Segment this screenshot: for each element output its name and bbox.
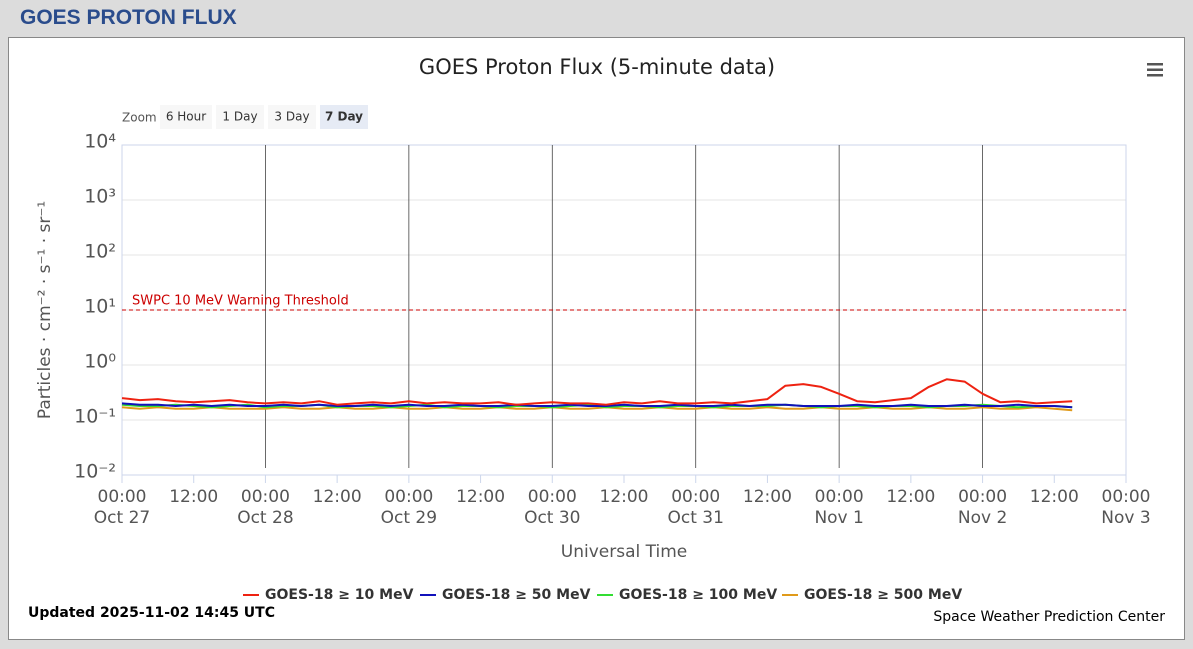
y-axis-label: Particles · cm⁻² · s⁻¹ · sr⁻¹ xyxy=(35,201,55,419)
menu-bar xyxy=(1147,68,1163,71)
series-line xyxy=(121,406,1073,412)
x-tick-label: 00:00 xyxy=(671,487,720,507)
zoom-button-label: 7 Day xyxy=(325,110,363,124)
legend-label: GOES-18 ≥ 100 MeV xyxy=(619,587,777,603)
header: GOES PROTON FLUX xyxy=(0,0,1193,36)
zoom-button-bg xyxy=(320,105,368,129)
x-tick-label: 12:00 xyxy=(600,487,649,507)
x-tick-label: 00:00 xyxy=(1102,487,1151,507)
credits: Space Weather Prediction Center xyxy=(933,609,1165,625)
legend-item[interactable]: GOES-18 ≥ 500 MeV xyxy=(782,587,962,603)
x-tick-date: Oct 29 xyxy=(381,508,437,528)
zoom-button-label: 3 Day xyxy=(274,110,309,124)
x-tick-date: Nov 1 xyxy=(814,508,863,528)
x-axis-label: Universal Time xyxy=(561,542,687,562)
y-tick-label: 10³ xyxy=(84,186,116,208)
page-title: GOES PROTON FLUX xyxy=(20,6,237,29)
x-tick-label: 12:00 xyxy=(1030,487,1079,507)
x-tick-date: Oct 28 xyxy=(237,508,293,528)
y-tick-label: 10¹ xyxy=(84,296,116,318)
threshold-label: SWPC 10 MeV Warning Threshold xyxy=(132,294,349,309)
chart-panel xyxy=(8,37,1185,640)
x-tick-label: 00:00 xyxy=(815,487,864,507)
zoom-button-label: 6 Hour xyxy=(166,110,206,124)
x-tick-date: Nov 2 xyxy=(958,508,1007,528)
legend-label: GOES-18 ≥ 500 MeV xyxy=(804,587,962,603)
zoom-button-bg xyxy=(160,105,212,129)
y-tick-label: 10⁴ xyxy=(84,131,116,153)
zoom-button[interactable]: 3 Day xyxy=(268,105,316,129)
legend-label: GOES-18 ≥ 10 MeV xyxy=(265,587,414,603)
legend-item[interactable]: GOES-18 ≥ 10 MeV xyxy=(243,587,414,603)
x-tick-label: 12:00 xyxy=(456,487,505,507)
zoom-button[interactable]: 6 Hour xyxy=(160,105,212,129)
x-tick-label: 00:00 xyxy=(241,487,290,507)
menu-button[interactable] xyxy=(1147,63,1163,77)
x-tick-label: 12:00 xyxy=(313,487,362,507)
x-tick-date: Oct 27 xyxy=(94,508,150,528)
zoom-button[interactable]: 1 Day xyxy=(216,105,264,129)
series-line xyxy=(121,402,1073,409)
x-tick-label: 00:00 xyxy=(958,487,1007,507)
legend-item[interactable]: GOES-18 ≥ 100 MeV xyxy=(597,587,777,603)
zoom-button-label: 1 Day xyxy=(222,110,257,124)
x-tick-label: 12:00 xyxy=(169,487,218,507)
x-tick-label: 12:00 xyxy=(743,487,792,507)
y-tick-label: 10⁻¹ xyxy=(74,406,116,428)
series-line xyxy=(121,378,1073,406)
x-tick-label: 00:00 xyxy=(384,487,433,507)
zoom-button[interactable]: 7 Day xyxy=(320,105,368,129)
x-tick-label: 00:00 xyxy=(528,487,577,507)
x-tick-date: Oct 31 xyxy=(667,508,723,528)
legend-item[interactable]: GOES-18 ≥ 50 MeV xyxy=(420,587,591,603)
x-tick-date: Oct 30 xyxy=(524,508,580,528)
menu-bar xyxy=(1147,74,1163,77)
y-tick-label: 10⁻² xyxy=(74,461,116,483)
menu-bar xyxy=(1147,63,1163,66)
x-tick-date: Nov 3 xyxy=(1101,508,1150,528)
x-tick-label: 12:00 xyxy=(886,487,935,507)
y-tick-label: 10⁰ xyxy=(84,351,116,373)
zoom-button-bg xyxy=(216,105,264,129)
y-tick-label: 10² xyxy=(84,241,116,263)
chart-title: GOES Proton Flux (5-minute data) xyxy=(419,55,775,79)
x-tick-label: 00:00 xyxy=(98,487,147,507)
zoom-label: Zoom xyxy=(122,111,157,125)
legend-label: GOES-18 ≥ 50 MeV xyxy=(442,587,591,603)
updated-note: Updated 2025-11-02 14:45 UTC xyxy=(28,605,275,621)
zoom-button-bg xyxy=(268,105,316,129)
